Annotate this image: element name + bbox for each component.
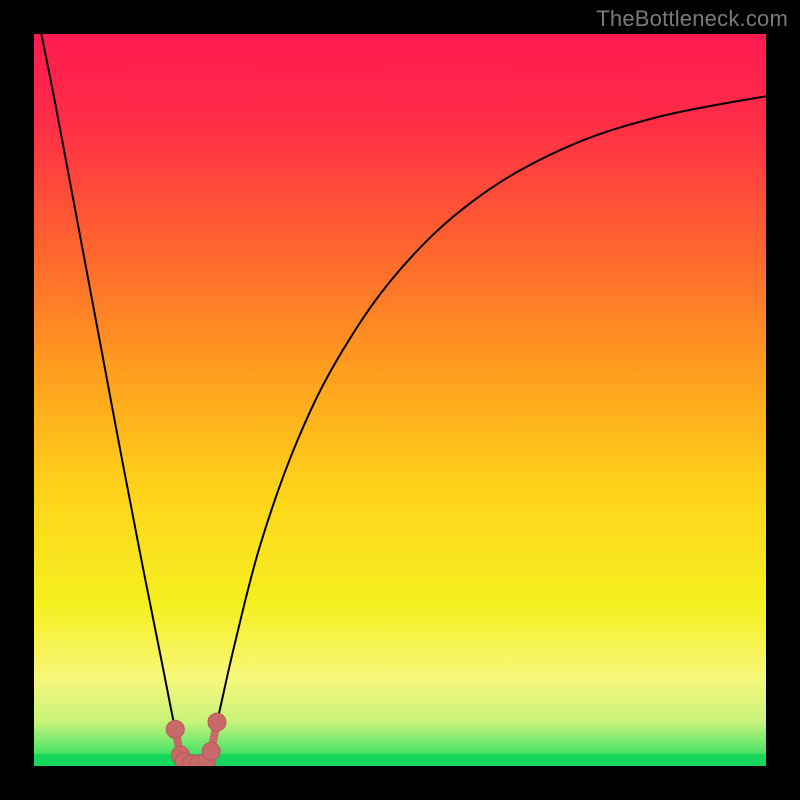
marker-dot bbox=[202, 742, 220, 760]
plot-area bbox=[34, 34, 766, 766]
left-curve bbox=[41, 34, 184, 762]
chart-container: TheBottleneck.com bbox=[0, 0, 800, 800]
frame-left bbox=[0, 0, 34, 800]
frame-bottom bbox=[0, 766, 800, 800]
right-curve bbox=[207, 96, 766, 761]
frame-right bbox=[766, 0, 800, 800]
watermark-text: TheBottleneck.com bbox=[596, 6, 788, 32]
marker-dot bbox=[208, 713, 226, 731]
curve-layer bbox=[34, 34, 766, 766]
marker-dot bbox=[166, 720, 184, 738]
